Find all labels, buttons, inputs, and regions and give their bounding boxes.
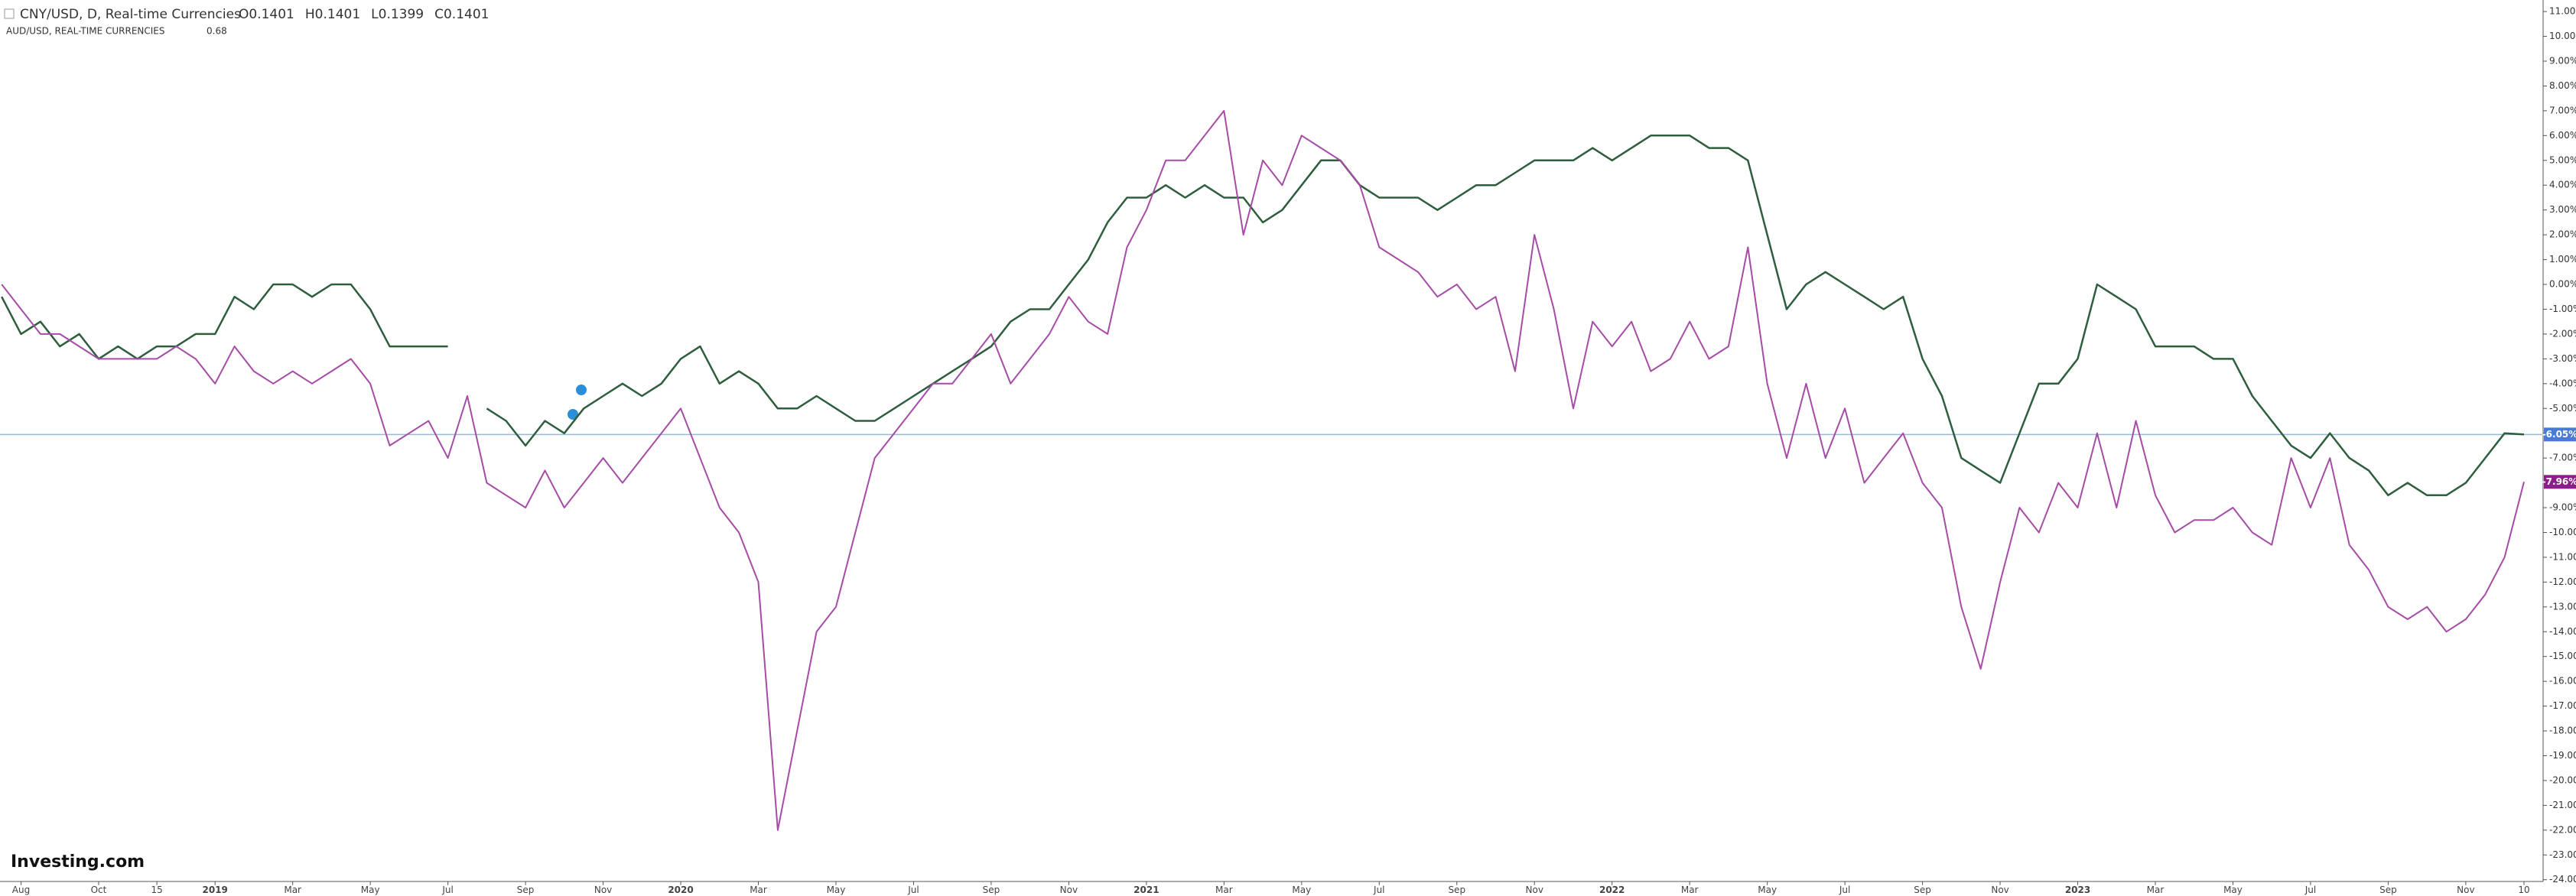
last-value-box xyxy=(2544,427,2576,442)
y-tick-label: -18.00% xyxy=(2549,726,2576,736)
event-marker[interactable] xyxy=(574,383,588,397)
x-tick-label: May xyxy=(361,885,380,895)
x-tick-label: Nov xyxy=(1060,885,1078,895)
collapse-icon[interactable] xyxy=(4,8,15,19)
y-tick-label: -4.00% xyxy=(2549,378,2576,388)
y-tick-label: -10.00% xyxy=(2549,527,2576,537)
y-tick-label: -16.00% xyxy=(2549,676,2576,687)
x-tick-label: Mar xyxy=(1681,885,1699,895)
x-tick-label: May xyxy=(1292,885,1311,895)
y-tick-label: 7.00% xyxy=(2549,105,2576,115)
x-tick-label: 2023 xyxy=(2065,885,2090,895)
y-tick-label: -15.00% xyxy=(2549,651,2576,661)
x-tick-label: Sep xyxy=(517,885,535,895)
x-tick-label: Nov xyxy=(594,885,612,895)
x-tick-label: 15 xyxy=(151,885,162,895)
x-tick-label: Jul xyxy=(1373,885,1384,895)
event-marker[interactable] xyxy=(566,407,580,421)
y-tick-label: -12.00% xyxy=(2549,576,2576,587)
x-tick-label: Jul xyxy=(2304,885,2316,895)
x-tick-label: Jul xyxy=(1839,885,1850,895)
x-tick-label: Mar xyxy=(2147,885,2165,895)
x-tick-label: Nov xyxy=(1991,885,2008,895)
y-tick-label: 6.00% xyxy=(2549,130,2576,141)
y-tick-label: -21.00% xyxy=(2549,800,2576,810)
x-tick-label: 2022 xyxy=(1599,885,1625,895)
y-tick-label: -2.00% xyxy=(2549,328,2576,339)
y-tick-label: -9.00% xyxy=(2549,502,2576,513)
y-tick-label: -14.00% xyxy=(2549,626,2576,637)
x-tick-label: Sep xyxy=(1448,885,1465,895)
y-tick-label: 1.00% xyxy=(2549,254,2576,265)
x-tick-label: May xyxy=(1758,885,1777,895)
x-tick-label: 10 xyxy=(2518,885,2529,895)
x-tick-label: 2021 xyxy=(1134,885,1159,895)
x-tick-label: Nov xyxy=(2457,885,2474,895)
x-tick-label: May xyxy=(2223,885,2243,895)
y-tick-label: -3.00% xyxy=(2549,353,2576,364)
x-tick-label: Aug xyxy=(12,885,30,895)
x-tick-label: Mar xyxy=(750,885,767,895)
y-tick-label: 3.00% xyxy=(2549,204,2576,215)
last-value-box xyxy=(2544,475,2576,489)
x-tick-label: Sep xyxy=(1914,885,1931,895)
y-tick-label: -13.00% xyxy=(2549,601,2576,612)
last-value-label: -6.05% xyxy=(2542,429,2576,440)
last-value-label: -7.96% xyxy=(2542,476,2576,487)
compare-value: 0.68 xyxy=(207,26,227,37)
x-tick-label: Jul xyxy=(441,885,453,895)
logo: Investing.com xyxy=(11,852,145,872)
y-tick-label: 10.00% xyxy=(2549,31,2576,41)
y-tick-label: -11.00% xyxy=(2549,551,2576,562)
y-tick-label: 0.00% xyxy=(2549,279,2576,290)
ohlc-value: O0.1401 xyxy=(239,7,294,22)
x-tick-label: Mar xyxy=(1215,885,1233,895)
y-tick-label: 2.00% xyxy=(2549,229,2576,240)
y-tick-label: -1.00% xyxy=(2549,304,2576,314)
x-tick-label: Mar xyxy=(284,885,301,895)
y-tick-label: 9.00% xyxy=(2549,56,2576,67)
x-tick-label: 2019 xyxy=(203,885,228,895)
x-tick-label: Sep xyxy=(2379,885,2397,895)
x-tick-label: Nov xyxy=(1526,885,1543,895)
x-tick-label: Jul xyxy=(907,885,919,895)
x-tick-label: May xyxy=(827,885,846,895)
x-tick-label: 2020 xyxy=(668,885,693,895)
series-line xyxy=(1,109,2525,831)
y-tick-label: 4.00% xyxy=(2549,180,2576,190)
y-tick-label: -19.00% xyxy=(2549,750,2576,761)
x-tick-label: Oct xyxy=(91,885,107,895)
ohlc-value: C0.1401 xyxy=(434,7,489,22)
y-tick-label: 11.00% xyxy=(2549,6,2576,17)
ohlc-value: H0.1401 xyxy=(305,7,360,22)
chart-title: CNY/USD, D, Real-time Currencies xyxy=(20,7,241,22)
series-line xyxy=(1,135,2525,497)
y-tick-label: -23.00% xyxy=(2549,849,2576,860)
y-tick-label: -5.00% xyxy=(2549,403,2576,414)
y-tick-label: -22.00% xyxy=(2549,824,2576,835)
y-tick-label: 8.00% xyxy=(2549,80,2576,91)
y-tick-label: -24.00% xyxy=(2549,874,2576,885)
x-tick-label: Sep xyxy=(983,885,1000,895)
compare-title: AUD/USD, REAL-TIME CURRENCIES xyxy=(6,26,165,37)
y-tick-label: 5.00% xyxy=(2549,154,2576,165)
y-tick-label: -20.00% xyxy=(2549,774,2576,785)
ohlc-value: L0.1399 xyxy=(371,7,424,22)
y-tick-label: -7.00% xyxy=(2549,453,2576,463)
y-tick-label: -17.00% xyxy=(2549,700,2576,711)
